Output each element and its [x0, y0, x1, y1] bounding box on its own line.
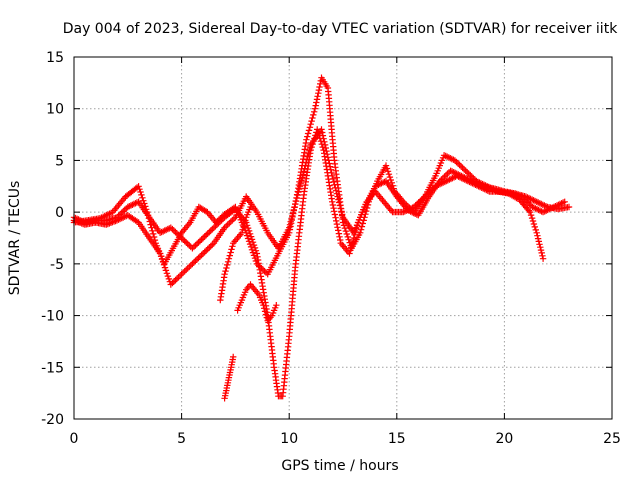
data-series-track-6: [234, 281, 280, 324]
x-tick-label: 10: [280, 431, 298, 447]
x-tick-label: 20: [495, 431, 513, 447]
y-tick-label: 0: [55, 205, 64, 221]
series-markers: [217, 203, 254, 304]
plot-frame: [73, 56, 613, 420]
data-series-track-5: [217, 203, 254, 304]
y-tick-label: 5: [55, 153, 64, 169]
y-tick-label: 15: [46, 50, 64, 66]
y-axis-label: SDTVAR / TECUs: [7, 181, 23, 296]
y-tick-label: -10: [41, 309, 64, 325]
data-series-track-4: [221, 353, 237, 402]
x-axis-label: GPS time / hours: [281, 458, 398, 474]
series-markers: [70, 126, 568, 400]
series-markers: [234, 281, 280, 324]
chart-title: Day 004 of 2023, Sidereal Day-to-day VTE…: [63, 21, 618, 37]
y-tick-label: 10: [46, 102, 64, 118]
series-layer: [70, 74, 573, 402]
x-tick-label: 25: [603, 431, 621, 447]
series-markers: [221, 353, 237, 402]
x-tick-label: 0: [70, 431, 79, 447]
x-tick-label: 5: [177, 431, 186, 447]
data-series-track-1: [70, 126, 568, 400]
ticks: 0 5 10 15 20 25 -20 -15 -10 -5 0 5 10 15: [41, 50, 621, 447]
x-tick-label: 15: [388, 431, 406, 447]
y-tick-label: -20: [41, 412, 64, 428]
y-tick-label: -5: [50, 257, 64, 273]
y-tick-label: -15: [41, 360, 64, 376]
